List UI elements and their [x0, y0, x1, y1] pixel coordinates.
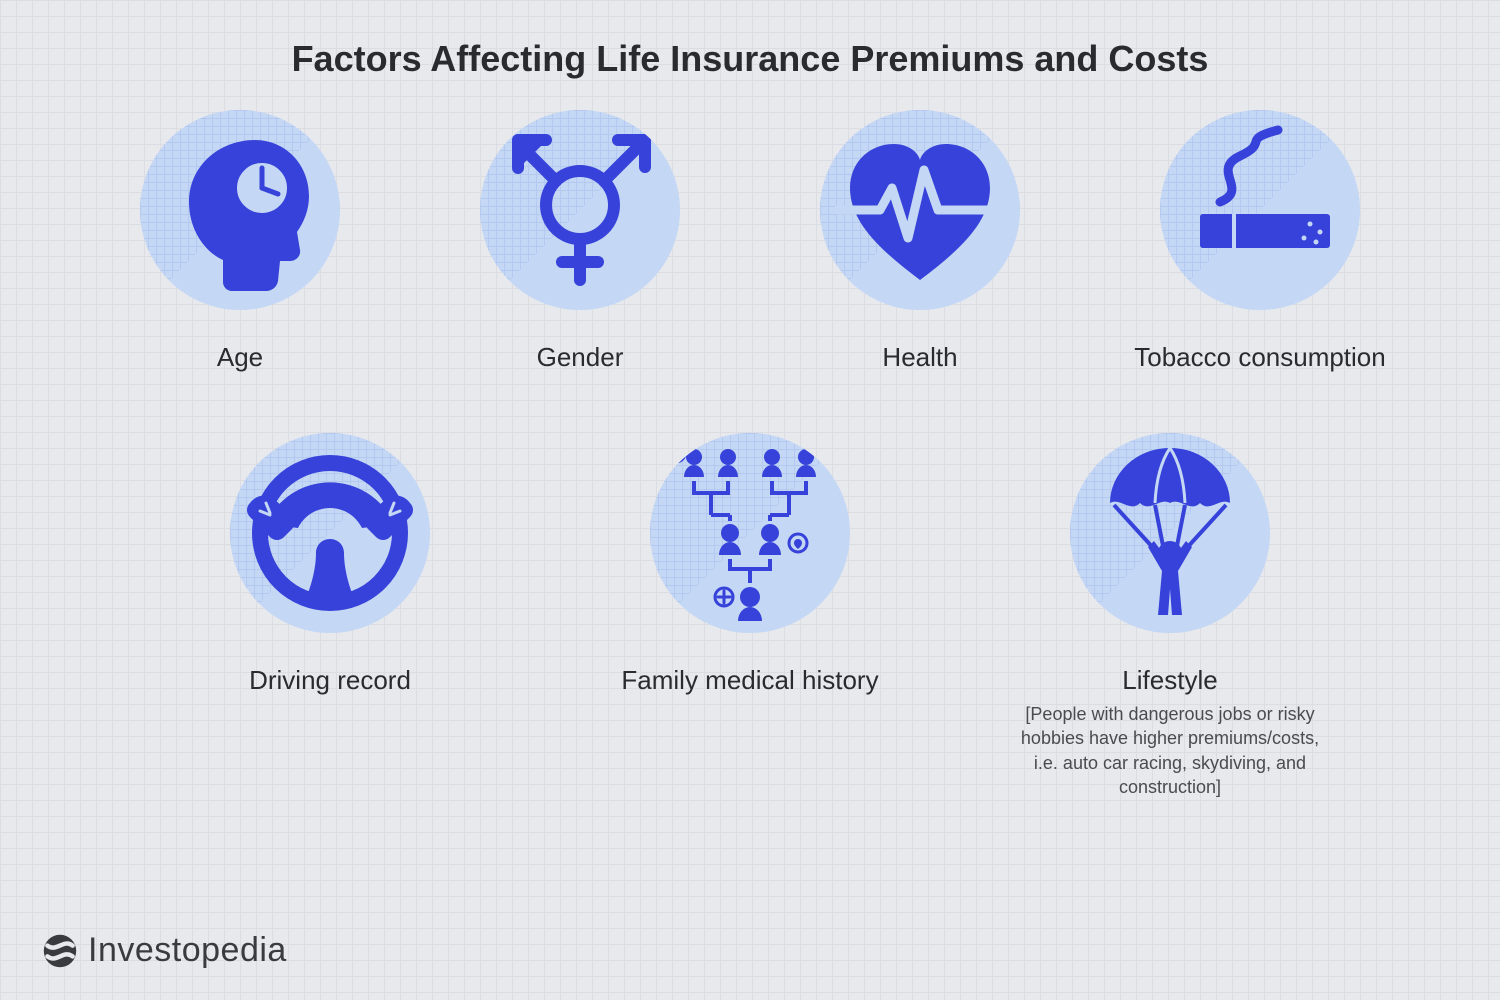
brand-name: Investopedia	[88, 931, 287, 970]
factors-row-1: Age Gender	[0, 110, 1500, 373]
parachute-icon	[1070, 433, 1270, 633]
brand: Investopedia	[42, 931, 287, 970]
head-clock-icon	[140, 110, 340, 310]
factor-circle	[650, 433, 850, 633]
factor-sublabel: [People with dangerous jobs or risky hob…	[1020, 702, 1320, 799]
gender-symbols-icon	[480, 110, 680, 310]
factor-age: Age	[90, 110, 390, 373]
factor-circle	[480, 110, 680, 310]
factor-label: Health	[882, 342, 957, 373]
heart-pulse-icon	[820, 110, 1020, 310]
factor-circle	[230, 433, 430, 633]
factor-circle	[1070, 433, 1270, 633]
globe-swirl-icon	[42, 933, 78, 969]
page-title: Factors Affecting Life Insurance Premium…	[0, 38, 1500, 80]
factor-label: Age	[217, 342, 263, 373]
steering-wheel-icon	[230, 433, 430, 633]
factor-circle	[140, 110, 340, 310]
factor-gender: Gender	[430, 110, 730, 373]
factor-circle	[1160, 110, 1360, 310]
factor-circle	[820, 110, 1020, 310]
factor-tobacco: Tobacco consumption	[1110, 110, 1410, 373]
factor-label: Lifestyle	[1122, 665, 1217, 696]
family-tree-icon	[650, 433, 850, 633]
infographic-content: Factors Affecting Life Insurance Premium…	[0, 0, 1500, 1000]
factor-driving-record: Driving record	[180, 433, 480, 799]
cigarette-smoke-icon	[1160, 110, 1360, 310]
factor-label: Family medical history	[621, 665, 878, 696]
factor-label: Tobacco consumption	[1134, 342, 1385, 373]
factor-lifestyle: Lifestyle [People with dangerous jobs or…	[1020, 433, 1320, 799]
factor-health: Health	[770, 110, 1070, 373]
factor-family-history: Family medical history	[600, 433, 900, 799]
factor-label: Driving record	[249, 665, 411, 696]
factors-row-2: Driving record	[0, 433, 1500, 799]
factor-label: Gender	[537, 342, 624, 373]
